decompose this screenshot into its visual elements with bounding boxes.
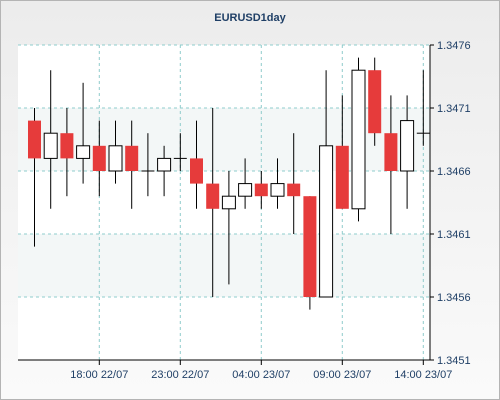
- x-tick-label: 18:00 22/07: [70, 369, 128, 381]
- candle: [108, 120, 123, 184]
- x-tick-label: 14:00 23/07: [394, 369, 452, 381]
- candle: [141, 133, 155, 197]
- x-tick-label: 23:00 22/07: [151, 369, 209, 381]
- y-tick-label: 1.3466: [437, 166, 471, 178]
- candle-body-down: [335, 145, 349, 209]
- x-tick-label: 04:00 23/07: [232, 369, 290, 381]
- candle: [43, 70, 58, 209]
- candle-body-up: [400, 120, 415, 172]
- candle-body-up: [43, 132, 58, 159]
- candle-body-down: [60, 133, 74, 159]
- candle: [76, 82, 91, 184]
- candle: [60, 108, 74, 197]
- candle: [400, 95, 415, 209]
- candle: [221, 171, 236, 285]
- candle-body-down: [287, 183, 301, 197]
- candle-body-down: [254, 183, 268, 197]
- candle-body-up: [76, 145, 91, 159]
- candle-body-down: [206, 183, 220, 209]
- y-tick-label: 1.3471: [437, 103, 471, 115]
- plot-band: [18, 234, 430, 297]
- candle-body-up: [238, 183, 253, 197]
- candle: [173, 133, 187, 171]
- candle-body-down: [190, 158, 203, 184]
- candle-body-down: [303, 196, 317, 297]
- candle-body-up: [270, 183, 285, 197]
- candle: [190, 120, 203, 209]
- candle-body-up: [108, 145, 123, 172]
- candle: [303, 196, 317, 310]
- candle-body-down: [368, 70, 382, 134]
- candle: [238, 158, 253, 209]
- y-tick-label: 1.3451: [437, 355, 471, 367]
- candle: [287, 133, 301, 234]
- candle: [125, 120, 139, 209]
- candle-body-down: [384, 133, 398, 171]
- chart-title: EURUSD1day: [214, 12, 286, 24]
- candle: [368, 57, 382, 146]
- candle: [351, 57, 366, 222]
- candle: [319, 70, 334, 298]
- candle: [416, 70, 430, 146]
- candle: [335, 95, 349, 209]
- candle: [92, 120, 106, 197]
- candle-body-up: [157, 157, 172, 172]
- candle: [384, 95, 398, 234]
- candle-body-up: [319, 145, 334, 298]
- candle-body-up: [351, 69, 366, 210]
- candle: [28, 108, 41, 247]
- y-tick-label: 1.3476: [437, 40, 471, 52]
- candle-body-up: [221, 195, 236, 210]
- candle: [254, 171, 268, 209]
- y-tick-label: 1.3461: [437, 229, 471, 241]
- candle-body-down: [28, 120, 41, 159]
- x-tick-label: 09:00 23/07: [313, 369, 371, 381]
- y-axis-ticks: 1.3451 1.3456 1.3461 1.3466 1.3471 1.3476: [430, 40, 471, 367]
- candle: [206, 108, 220, 297]
- axes: [18, 45, 431, 361]
- candle-body-down: [92, 145, 106, 171]
- candle: [157, 145, 172, 197]
- candle-body-down: [125, 145, 139, 171]
- candle: [270, 158, 285, 209]
- candles: [28, 57, 430, 310]
- x-axis-ticks: 18:00 22/07 23:00 22/07 04:00 23/07 09:00 2…: [70, 360, 452, 381]
- y-tick-label: 1.3456: [437, 292, 471, 304]
